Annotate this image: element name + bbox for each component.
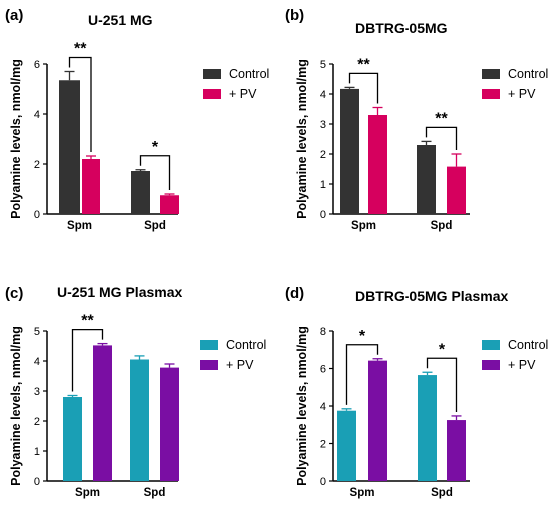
bar-spd-control <box>417 145 436 214</box>
chart-panel-1: (a) U-251 MG Polyamine levels, nmol/mg 0 2 4 6… <box>5 7 269 232</box>
bar-spm-pv <box>368 115 387 214</box>
legend-swatch <box>200 340 218 350</box>
chart-panel-3: (c) U-251 MG Plasmax Polyamine levels, nmo… <box>5 284 266 499</box>
y-tick-label: 0 <box>34 209 40 221</box>
panel-letter: (d) <box>285 285 304 302</box>
bar-spm-control <box>59 80 80 214</box>
legend-label: + PV <box>508 358 536 372</box>
y-tick-label: 4 <box>320 89 326 101</box>
significance-bracket <box>71 328 104 392</box>
legend-label: + PV <box>508 87 536 101</box>
chart-title: U-251 MG <box>88 12 153 28</box>
y-tick-label: 6 <box>320 364 326 376</box>
y-axis-label: Polyamine levels, nmol/mg <box>9 326 23 486</box>
panel-letter: (a) <box>5 7 23 24</box>
y-tick-label: 4 <box>320 401 326 413</box>
chart-panel-4: (d) DBTRG-05MG Plasmax Polyamine levels, n… <box>285 285 548 499</box>
legend-label: + PV <box>229 87 257 101</box>
x-tick-label: Spd <box>144 487 166 499</box>
bar-spd-control <box>418 375 437 481</box>
x-tick-label: Spm <box>351 220 376 232</box>
panel-letter: (b) <box>285 7 304 24</box>
y-axis-label: Polyamine levels, nmol/mg <box>9 59 23 219</box>
chart-title: U-251 MG Plasmax <box>57 284 182 300</box>
x-tick-label: Spm <box>350 487 375 499</box>
y-tick-label: 5 <box>320 59 326 71</box>
y-axis-label: Polyamine levels, nmol/mg <box>295 326 309 486</box>
y-axis-label: Polyamine levels, nmol/mg <box>295 59 309 219</box>
bar-spd-control <box>131 171 150 214</box>
bar-spm-control <box>63 397 82 481</box>
panel-letter: (c) <box>5 285 23 302</box>
legend-label: Control <box>226 338 266 352</box>
chart-title: DBTRG-05MG Plasmax <box>355 288 508 304</box>
significance-bracket <box>139 155 171 190</box>
legend-label: + PV <box>226 358 254 372</box>
legend-swatch <box>482 360 500 370</box>
x-tick-label: Spm <box>67 220 92 232</box>
chart-panel-2: (b) DBTRG-05MG Polyamine levels, nmol/mg 0 1… <box>285 7 548 232</box>
y-tick-label: 4 <box>34 109 40 121</box>
legend-label: Control <box>508 338 548 352</box>
x-tick-label: Spd <box>431 220 453 232</box>
bar-spm-pv <box>368 360 387 481</box>
bar-spm-pv <box>82 159 100 214</box>
y-tick-label: 2 <box>320 149 326 161</box>
significance-bracket <box>348 72 379 104</box>
bar-spd-control <box>130 359 149 481</box>
y-tick-label: 1 <box>320 179 326 191</box>
significance-marker: ** <box>435 110 448 127</box>
y-tick-label: 0 <box>320 476 326 488</box>
y-tick-label: 1 <box>34 446 40 458</box>
legend-label: Control <box>229 67 269 81</box>
y-tick-label: 0 <box>320 209 326 221</box>
bar-spm-control <box>340 88 359 214</box>
y-tick-label: 3 <box>34 386 40 398</box>
significance-marker: * <box>152 139 159 156</box>
significance-bracket <box>68 56 92 152</box>
y-tick-label: 6 <box>34 59 40 71</box>
y-tick-label: 2 <box>320 439 326 451</box>
x-tick-label: Spm <box>75 487 100 499</box>
significance-bracket <box>425 126 458 150</box>
legend-swatch <box>482 69 500 79</box>
y-tick-label: 8 <box>320 326 326 338</box>
significance-marker: * <box>359 328 366 345</box>
y-tick-label: 2 <box>34 159 40 171</box>
x-tick-label: Spd <box>431 487 453 499</box>
bar-spd-pv <box>160 367 179 481</box>
significance-marker: * <box>439 341 446 358</box>
y-tick-label: 5 <box>34 326 40 338</box>
significance-marker: ** <box>81 313 94 330</box>
bar-spm-pv <box>93 345 112 481</box>
significance-bracket <box>345 344 379 405</box>
bar-spd-pv <box>447 420 466 481</box>
y-tick-label: 3 <box>320 119 326 131</box>
y-tick-label: 4 <box>34 356 40 368</box>
y-tick-label: 0 <box>34 476 40 488</box>
bar-spd-pv <box>160 195 179 214</box>
significance-marker: ** <box>74 41 87 58</box>
legend-swatch <box>203 69 221 79</box>
legend-label: Control <box>508 67 548 81</box>
bar-spm-control <box>337 410 356 481</box>
legend-swatch <box>203 89 221 99</box>
y-tick-label: 2 <box>34 416 40 428</box>
legend-swatch <box>482 89 500 99</box>
chart-title: DBTRG-05MG <box>355 20 448 36</box>
legend-swatch <box>200 360 218 370</box>
significance-bracket <box>426 357 458 412</box>
x-tick-label: Spd <box>144 220 166 232</box>
legend-swatch <box>482 340 500 350</box>
bar-spd-pv <box>447 166 466 214</box>
significance-marker: ** <box>357 56 370 73</box>
